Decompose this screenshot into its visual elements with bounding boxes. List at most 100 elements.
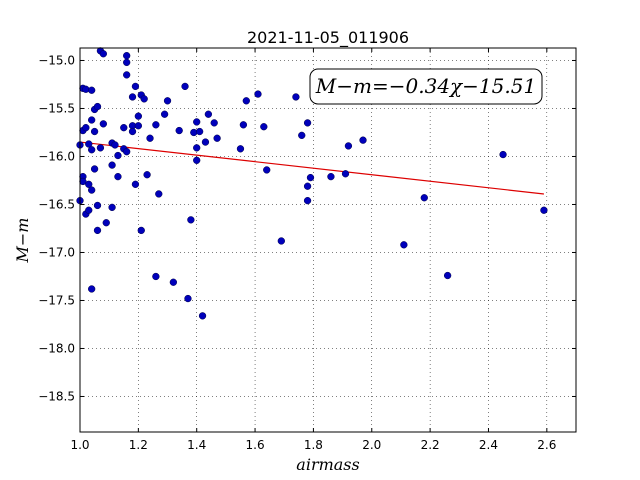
grid (79, 48, 576, 432)
data-point (169, 278, 178, 286)
data-point (143, 171, 151, 179)
data-point (540, 206, 548, 214)
data-point (128, 93, 137, 101)
data-point (443, 271, 452, 280)
data-point (160, 110, 169, 118)
data-point (114, 151, 122, 160)
data-point (155, 190, 163, 198)
y-tick-label: −15.5 (38, 101, 75, 115)
x-tick-label: 1.6 (246, 438, 265, 452)
x-tick-label: 2.2 (421, 438, 440, 452)
data-point (140, 95, 148, 103)
data-point (292, 93, 300, 101)
x-tick-label: 2.4 (479, 438, 498, 452)
data-point (400, 241, 408, 249)
data-point (88, 285, 96, 293)
data-point (93, 226, 102, 235)
fit-equation-box: M−m=−0.34χ−15.51 (309, 68, 543, 105)
data-point (120, 124, 128, 132)
data-point (184, 294, 192, 303)
data-point (99, 120, 107, 128)
data-point (306, 173, 315, 182)
data-point (146, 134, 154, 142)
y-tick-label: −17.5 (38, 293, 75, 307)
data-point (420, 194, 428, 202)
y-tick-label: −18.0 (38, 341, 75, 355)
x-tick-label: 2.0 (362, 438, 381, 452)
data-points (76, 47, 548, 320)
data-point (201, 138, 210, 146)
data-point (82, 124, 90, 132)
data-point (499, 150, 507, 159)
data-point (123, 58, 131, 67)
y-axis-label: M−m (13, 218, 32, 264)
data-point (123, 71, 131, 79)
data-point (341, 170, 350, 178)
data-point (96, 144, 105, 152)
data-point (90, 127, 99, 136)
x-tick-label: 1.4 (187, 438, 206, 452)
data-point (187, 216, 195, 224)
data-point (242, 97, 250, 105)
data-point (204, 110, 213, 118)
data-point (181, 82, 189, 91)
y-tick-labels: −15.0 −15.5 −16.0 −16.5 −17.0 −17.5 −18.0 −18.5 (38, 53, 75, 403)
data-point (152, 272, 160, 281)
fit-line (79, 141, 544, 195)
data-point (213, 134, 221, 142)
data-point (85, 206, 93, 214)
y-tick-label: −16.0 (38, 149, 75, 163)
data-point (175, 126, 183, 135)
data-point (137, 226, 145, 235)
data-point (134, 112, 143, 120)
data-point (239, 121, 248, 129)
data-point (195, 127, 204, 136)
data-point (90, 165, 99, 173)
data-point (88, 146, 96, 154)
data-point (131, 82, 140, 91)
data-point (131, 180, 140, 188)
x-tick-label: 2.6 (537, 438, 556, 452)
data-point (85, 180, 93, 188)
data-point (88, 116, 96, 124)
data-point (111, 141, 119, 149)
x-tick-label: 1.0 (70, 438, 89, 452)
y-tick-label: −16.5 (38, 197, 75, 211)
data-point (344, 142, 353, 150)
data-point (88, 186, 96, 194)
data-point (152, 121, 160, 129)
data-point (114, 172, 122, 181)
fit-equation: M−m=−0.34χ−15.51 (315, 74, 536, 98)
data-point (134, 122, 143, 130)
y-tick-label: −18.5 (38, 389, 75, 403)
data-point (193, 156, 201, 164)
data-point (260, 123, 268, 131)
data-point (210, 119, 218, 127)
data-point (88, 86, 96, 94)
data-point (303, 119, 312, 127)
data-point (298, 131, 306, 140)
data-point (236, 145, 245, 153)
data-point (128, 127, 137, 136)
equation-box-frame (309, 68, 543, 105)
data-point (93, 102, 102, 111)
data-point (108, 161, 116, 169)
plot-frame (79, 47, 577, 433)
data-point (263, 166, 271, 174)
chart-title: 2021-11-05_011906 (247, 28, 409, 48)
fit-layer (79, 141, 544, 195)
x-tick-label: 1.2 (129, 438, 148, 452)
data-point (193, 144, 201, 152)
data-point (198, 312, 207, 320)
data-point (85, 140, 93, 148)
data-point (303, 182, 312, 190)
data-point (163, 97, 172, 105)
x-tick-labels: 1.0 1.2 1.4 1.6 1.8 2.0 2.2 2.4 2.6 (70, 438, 556, 452)
data-point (108, 203, 116, 212)
x-tick-label: 1.8 (304, 438, 323, 452)
data-point (123, 52, 131, 60)
data-point (327, 172, 335, 181)
axis-ticks (79, 48, 576, 432)
data-point (102, 219, 110, 227)
